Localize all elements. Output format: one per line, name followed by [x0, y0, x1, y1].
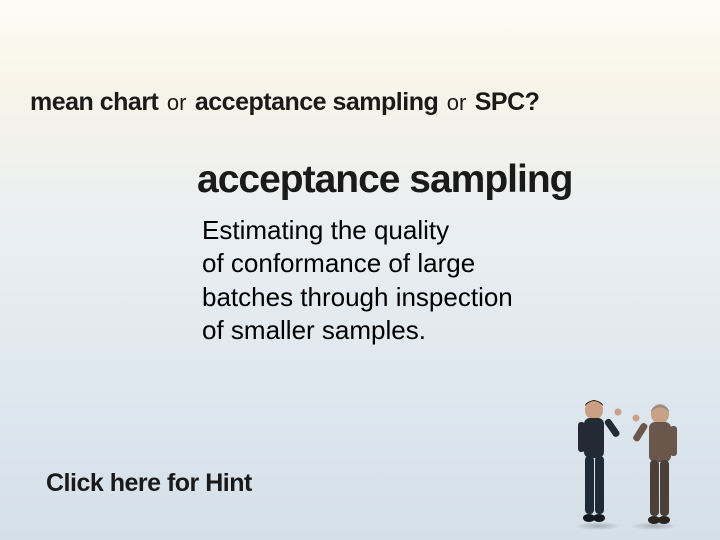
- question-line: mean chart or acceptance sampling or SPC…: [30, 88, 708, 117]
- hint-button[interactable]: Click here for Hint: [46, 469, 252, 498]
- option-acceptance-sampling: acceptance sampling: [195, 88, 438, 116]
- separator-or-2: or: [443, 90, 471, 115]
- definition-line: batches through inspection: [202, 281, 513, 314]
- answer-title: acceptance sampling: [197, 158, 573, 202]
- people-illustration: [568, 388, 688, 528]
- definition-line: of conformance of large: [202, 247, 513, 280]
- person-right-icon: [630, 400, 688, 528]
- person-left-icon: [568, 396, 624, 528]
- definition-line: of smaller samples.: [202, 314, 513, 347]
- definition-line: Estimating the quality: [202, 214, 513, 247]
- option-mean-chart: mean chart: [30, 88, 158, 116]
- separator-or-1: or: [163, 90, 191, 115]
- option-spc: SPC?: [475, 88, 540, 116]
- definition-text: Estimating the quality of conformance of…: [202, 214, 513, 347]
